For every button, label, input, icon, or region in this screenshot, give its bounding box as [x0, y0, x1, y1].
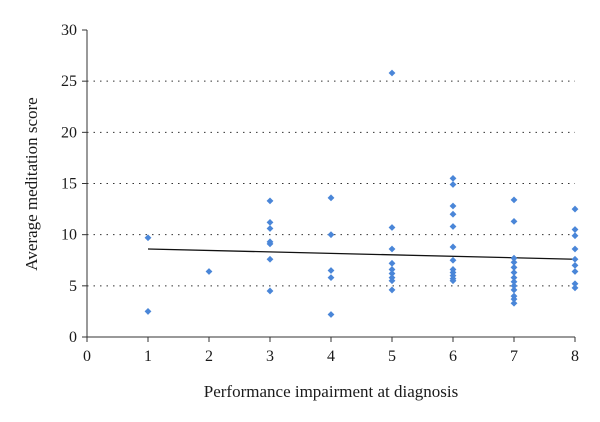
- data-point: [571, 226, 579, 233]
- y-tick-label: 5: [69, 278, 77, 295]
- data-point: [327, 267, 335, 274]
- data-point: [266, 197, 274, 205]
- data-point: [449, 174, 457, 182]
- data-point: [144, 308, 152, 315]
- data-point: [388, 266, 396, 273]
- data-point: [449, 223, 457, 230]
- x-tick-label: 4: [327, 348, 335, 365]
- data-point: [510, 269, 518, 276]
- data-point: [510, 258, 518, 266]
- y-tick-label: 25: [61, 73, 77, 90]
- data-point: [388, 245, 396, 253]
- data-point: [327, 311, 335, 318]
- axes: [86, 30, 575, 338]
- data-point: [327, 194, 335, 202]
- data-point: [510, 196, 518, 204]
- data-point: [388, 277, 396, 285]
- data-point: [327, 274, 335, 282]
- data-point: [449, 277, 457, 285]
- data-point: [266, 218, 274, 226]
- data-point: [449, 181, 457, 188]
- data-point: [571, 261, 579, 269]
- data-point: [144, 234, 152, 242]
- trend-line: [147, 248, 576, 260]
- data-point: [571, 245, 579, 253]
- y-tick-label: 15: [61, 176, 77, 193]
- x-tick-label: 8: [571, 348, 579, 365]
- data-point: [266, 255, 274, 263]
- data-point: [388, 270, 396, 277]
- x-axis-ticks: 0 1 2 3 4 5 6 7 8: [83, 337, 579, 365]
- x-tick-label: 0: [83, 348, 91, 365]
- data-point: [388, 286, 396, 294]
- y-tick-label: 10: [61, 227, 77, 244]
- y-tick-label: 30: [61, 22, 77, 39]
- data-point: [266, 287, 274, 295]
- gridlines: [87, 80, 575, 287]
- data-point: [510, 217, 518, 225]
- x-axis-label: Performance impairment at diagnosis: [204, 382, 458, 401]
- y-axis-label: Average meditation score: [22, 97, 41, 270]
- data-point: [449, 256, 457, 264]
- data-point: [510, 299, 518, 307]
- data-point: [449, 202, 457, 210]
- data-point: [510, 286, 518, 294]
- x-tick-label: 6: [449, 348, 457, 365]
- data-points: [144, 69, 579, 318]
- data-point: [388, 259, 396, 267]
- x-tick-label: 5: [388, 348, 396, 365]
- data-point: [327, 231, 335, 239]
- data-point: [266, 240, 274, 248]
- trend-line-group: [147, 248, 576, 260]
- data-point: [571, 284, 579, 292]
- data-point: [571, 268, 579, 275]
- data-point: [449, 210, 457, 218]
- data-point: [510, 295, 518, 303]
- data-point: [571, 280, 579, 288]
- data-point: [205, 268, 213, 275]
- y-tick-label: 20: [61, 124, 77, 141]
- x-tick-label: 2: [205, 348, 213, 365]
- data-point: [510, 282, 518, 290]
- data-point: [510, 278, 518, 286]
- x-tick-label: 1: [144, 348, 152, 365]
- data-point: [388, 224, 396, 231]
- data-point: [510, 274, 518, 282]
- data-point: [388, 69, 396, 77]
- data-point: [449, 243, 457, 251]
- data-point: [266, 225, 274, 232]
- data-point: [571, 205, 579, 213]
- data-point: [571, 255, 579, 263]
- data-point: [571, 232, 579, 240]
- data-point: [510, 264, 518, 271]
- y-tick-label: 0: [69, 329, 77, 346]
- x-tick-label: 7: [510, 348, 518, 365]
- x-tick-label: 3: [266, 348, 274, 365]
- y-axis-ticks: 0 5 10 15 20 25 30: [61, 22, 87, 346]
- data-point: [510, 254, 518, 262]
